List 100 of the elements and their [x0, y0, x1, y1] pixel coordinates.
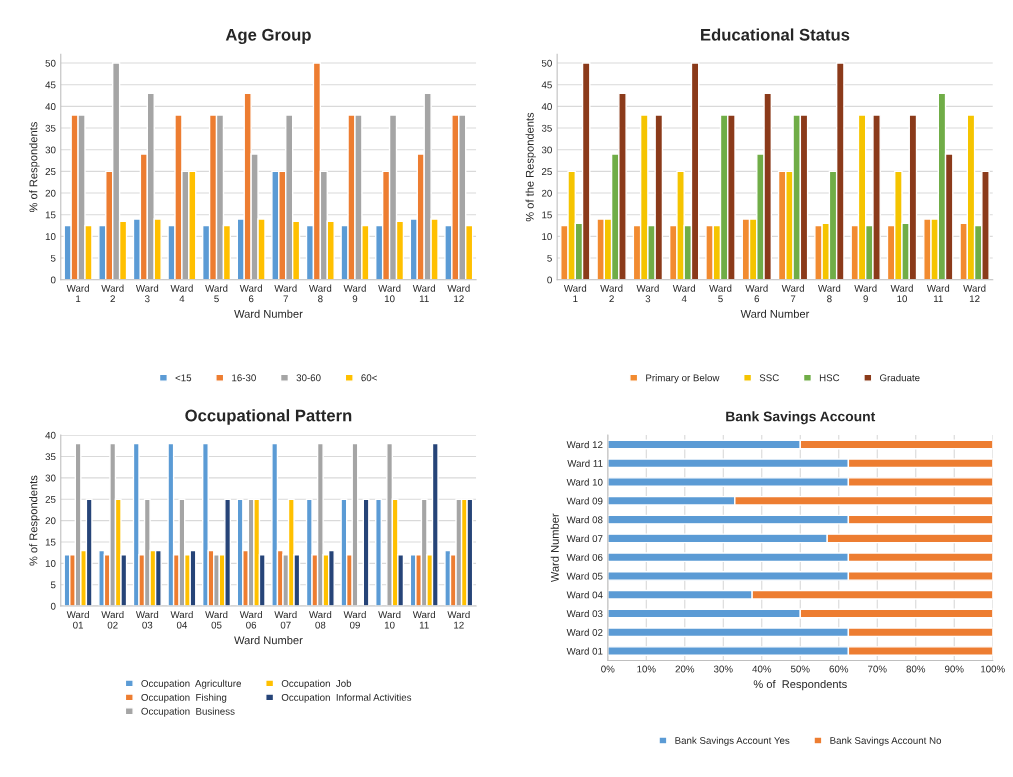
- chart-title: Occupational Pattern: [185, 409, 352, 425]
- x-axis-title: Ward Number: [234, 309, 303, 318]
- x-tick-label: Ward 4: [672, 284, 695, 303]
- y-tick-label: 20: [45, 517, 56, 525]
- legend-label: 60<: [361, 374, 377, 382]
- x-tick-label: Ward 7: [781, 284, 804, 303]
- x-tick-label: 10%: [637, 665, 656, 673]
- x-tick-label: 20%: [675, 665, 695, 673]
- legend-label: Occupation Informal Activities: [281, 693, 412, 703]
- x-tick-label: Ward 01: [66, 610, 89, 629]
- x-tick-label: Ward 05: [205, 610, 228, 629]
- legend-label: 30-60: [296, 374, 321, 382]
- y-axis-title: Ward Number: [550, 513, 559, 583]
- x-tick-label: Ward 7: [274, 284, 297, 303]
- bar: [132, 442, 140, 607]
- x-tick-label: Ward 10: [378, 284, 401, 303]
- y-tick-label: 50: [45, 59, 56, 67]
- x-axis-title: Ward Number: [740, 309, 810, 318]
- x-tick-label: Ward 6: [239, 284, 262, 303]
- y-tick-label: 50: [541, 59, 552, 67]
- y-tick-label: 5: [50, 581, 56, 589]
- bar: [340, 498, 348, 607]
- legend-label: Graduate: [880, 374, 920, 382]
- y-tick-label: 45: [541, 81, 552, 89]
- x-tick-label: 80%: [906, 665, 926, 673]
- x-tick-label: Ward 03: [135, 610, 159, 629]
- y-tick-label: 0: [50, 276, 56, 284]
- y-tick-label: 30: [45, 474, 56, 482]
- y-tick-label: 25: [45, 168, 56, 176]
- bar: [375, 498, 382, 607]
- y-tick-label: Ward 07: [566, 534, 603, 543]
- y-tick-label: 10: [45, 233, 56, 241]
- y-axis-title: % of Respondents: [29, 122, 40, 213]
- x-tick-label: 90%: [944, 665, 964, 673]
- x-tick-label: 0%: [601, 665, 615, 673]
- x-tick-label: Ward 10: [890, 284, 913, 303]
- y-tick-label: 40: [45, 103, 56, 111]
- x-tick-label: Ward 9: [343, 284, 366, 303]
- x-tick-label: Ward 10: [378, 610, 401, 629]
- y-tick-label: Ward 02: [566, 628, 603, 636]
- y-tick-label: Ward 05: [566, 572, 603, 580]
- y-tick-label: 35: [541, 124, 552, 132]
- x-tick-label: Ward 06: [239, 610, 262, 629]
- legend-label: Occupation Job: [281, 679, 352, 689]
- legend-label: <15: [175, 374, 192, 382]
- x-tick-label: 50%: [790, 665, 810, 673]
- y-tick-label: 40: [45, 431, 56, 439]
- x-tick-label: 30%: [713, 665, 733, 673]
- y-tick-label: 35: [45, 453, 56, 461]
- x-tick-label: Ward 5: [709, 284, 732, 303]
- x-tick-label: Ward 1: [563, 284, 587, 303]
- x-tick-label: Ward 2: [101, 284, 124, 303]
- x-tick-label: Ward 5: [205, 284, 228, 303]
- chart-title: Educational Status: [701, 28, 850, 41]
- x-axis-title: Ward Number: [234, 636, 303, 645]
- y-tick-label: Ward 10: [566, 478, 603, 486]
- legend-label: Primary or Below: [646, 374, 720, 384]
- y-tick-label: Ward 04: [566, 591, 603, 599]
- x-tick-label: Ward 12: [963, 284, 986, 303]
- x-tick-label: Ward 12: [447, 610, 470, 629]
- x-tick-label: Ward 11: [926, 284, 950, 303]
- y-tick-label: 0: [50, 602, 56, 610]
- y-tick-label: 20: [45, 189, 56, 197]
- y-tick-label: 45: [45, 81, 56, 89]
- x-tick-label: Ward 8: [818, 284, 841, 303]
- legend-label: 16-30: [232, 374, 256, 382]
- x-tick-label: Ward 2: [600, 284, 623, 303]
- y-tick-label: 10: [45, 560, 56, 567]
- y-tick-label: 5: [50, 254, 56, 262]
- x-axis-title: % of Respondents: [753, 679, 847, 691]
- x-tick-label: Ward 12: [447, 284, 470, 303]
- y-tick-label: 15: [542, 211, 552, 219]
- x-tick-label: 60%: [829, 665, 849, 673]
- legend-label: Bank Savings Account No: [830, 736, 942, 746]
- x-tick-label: Ward 3: [135, 284, 159, 303]
- y-tick-label: 0: [547, 276, 552, 284]
- x-tick-label: Ward 09: [343, 610, 366, 629]
- x-tick-label: 70%: [868, 665, 887, 673]
- x-tick-label: 40%: [752, 665, 772, 673]
- y-tick-label: Ward 12: [566, 440, 603, 449]
- x-tick-label: Ward 6: [745, 284, 768, 303]
- y-tick-label: 30: [45, 146, 56, 154]
- chart-title: Bank Savings Account: [726, 411, 876, 425]
- chart-title: Age Group: [225, 28, 311, 45]
- legend-label: Occupation Fishing: [141, 693, 227, 703]
- x-tick-label: Ward 4: [170, 284, 193, 303]
- y-tick-label: 35: [45, 124, 56, 132]
- y-axis-title: % of Respondents: [29, 475, 40, 566]
- bar: [167, 442, 175, 607]
- y-tick-label: 5: [547, 254, 552, 262]
- y-tick-label: Ward 01: [566, 647, 603, 655]
- y-tick-label: 25: [45, 495, 56, 503]
- x-tick-label: 100%: [981, 665, 1005, 673]
- bar: [362, 498, 370, 607]
- x-tick-label: Ward 3: [636, 284, 659, 303]
- y-tick-label: 40: [541, 103, 552, 111]
- legend-label: Occupation Agriculture: [141, 679, 242, 689]
- x-tick-label: Ward 08: [308, 610, 332, 629]
- y-tick-label: Ward 09: [566, 497, 603, 505]
- y-tick-label: 15: [45, 538, 56, 546]
